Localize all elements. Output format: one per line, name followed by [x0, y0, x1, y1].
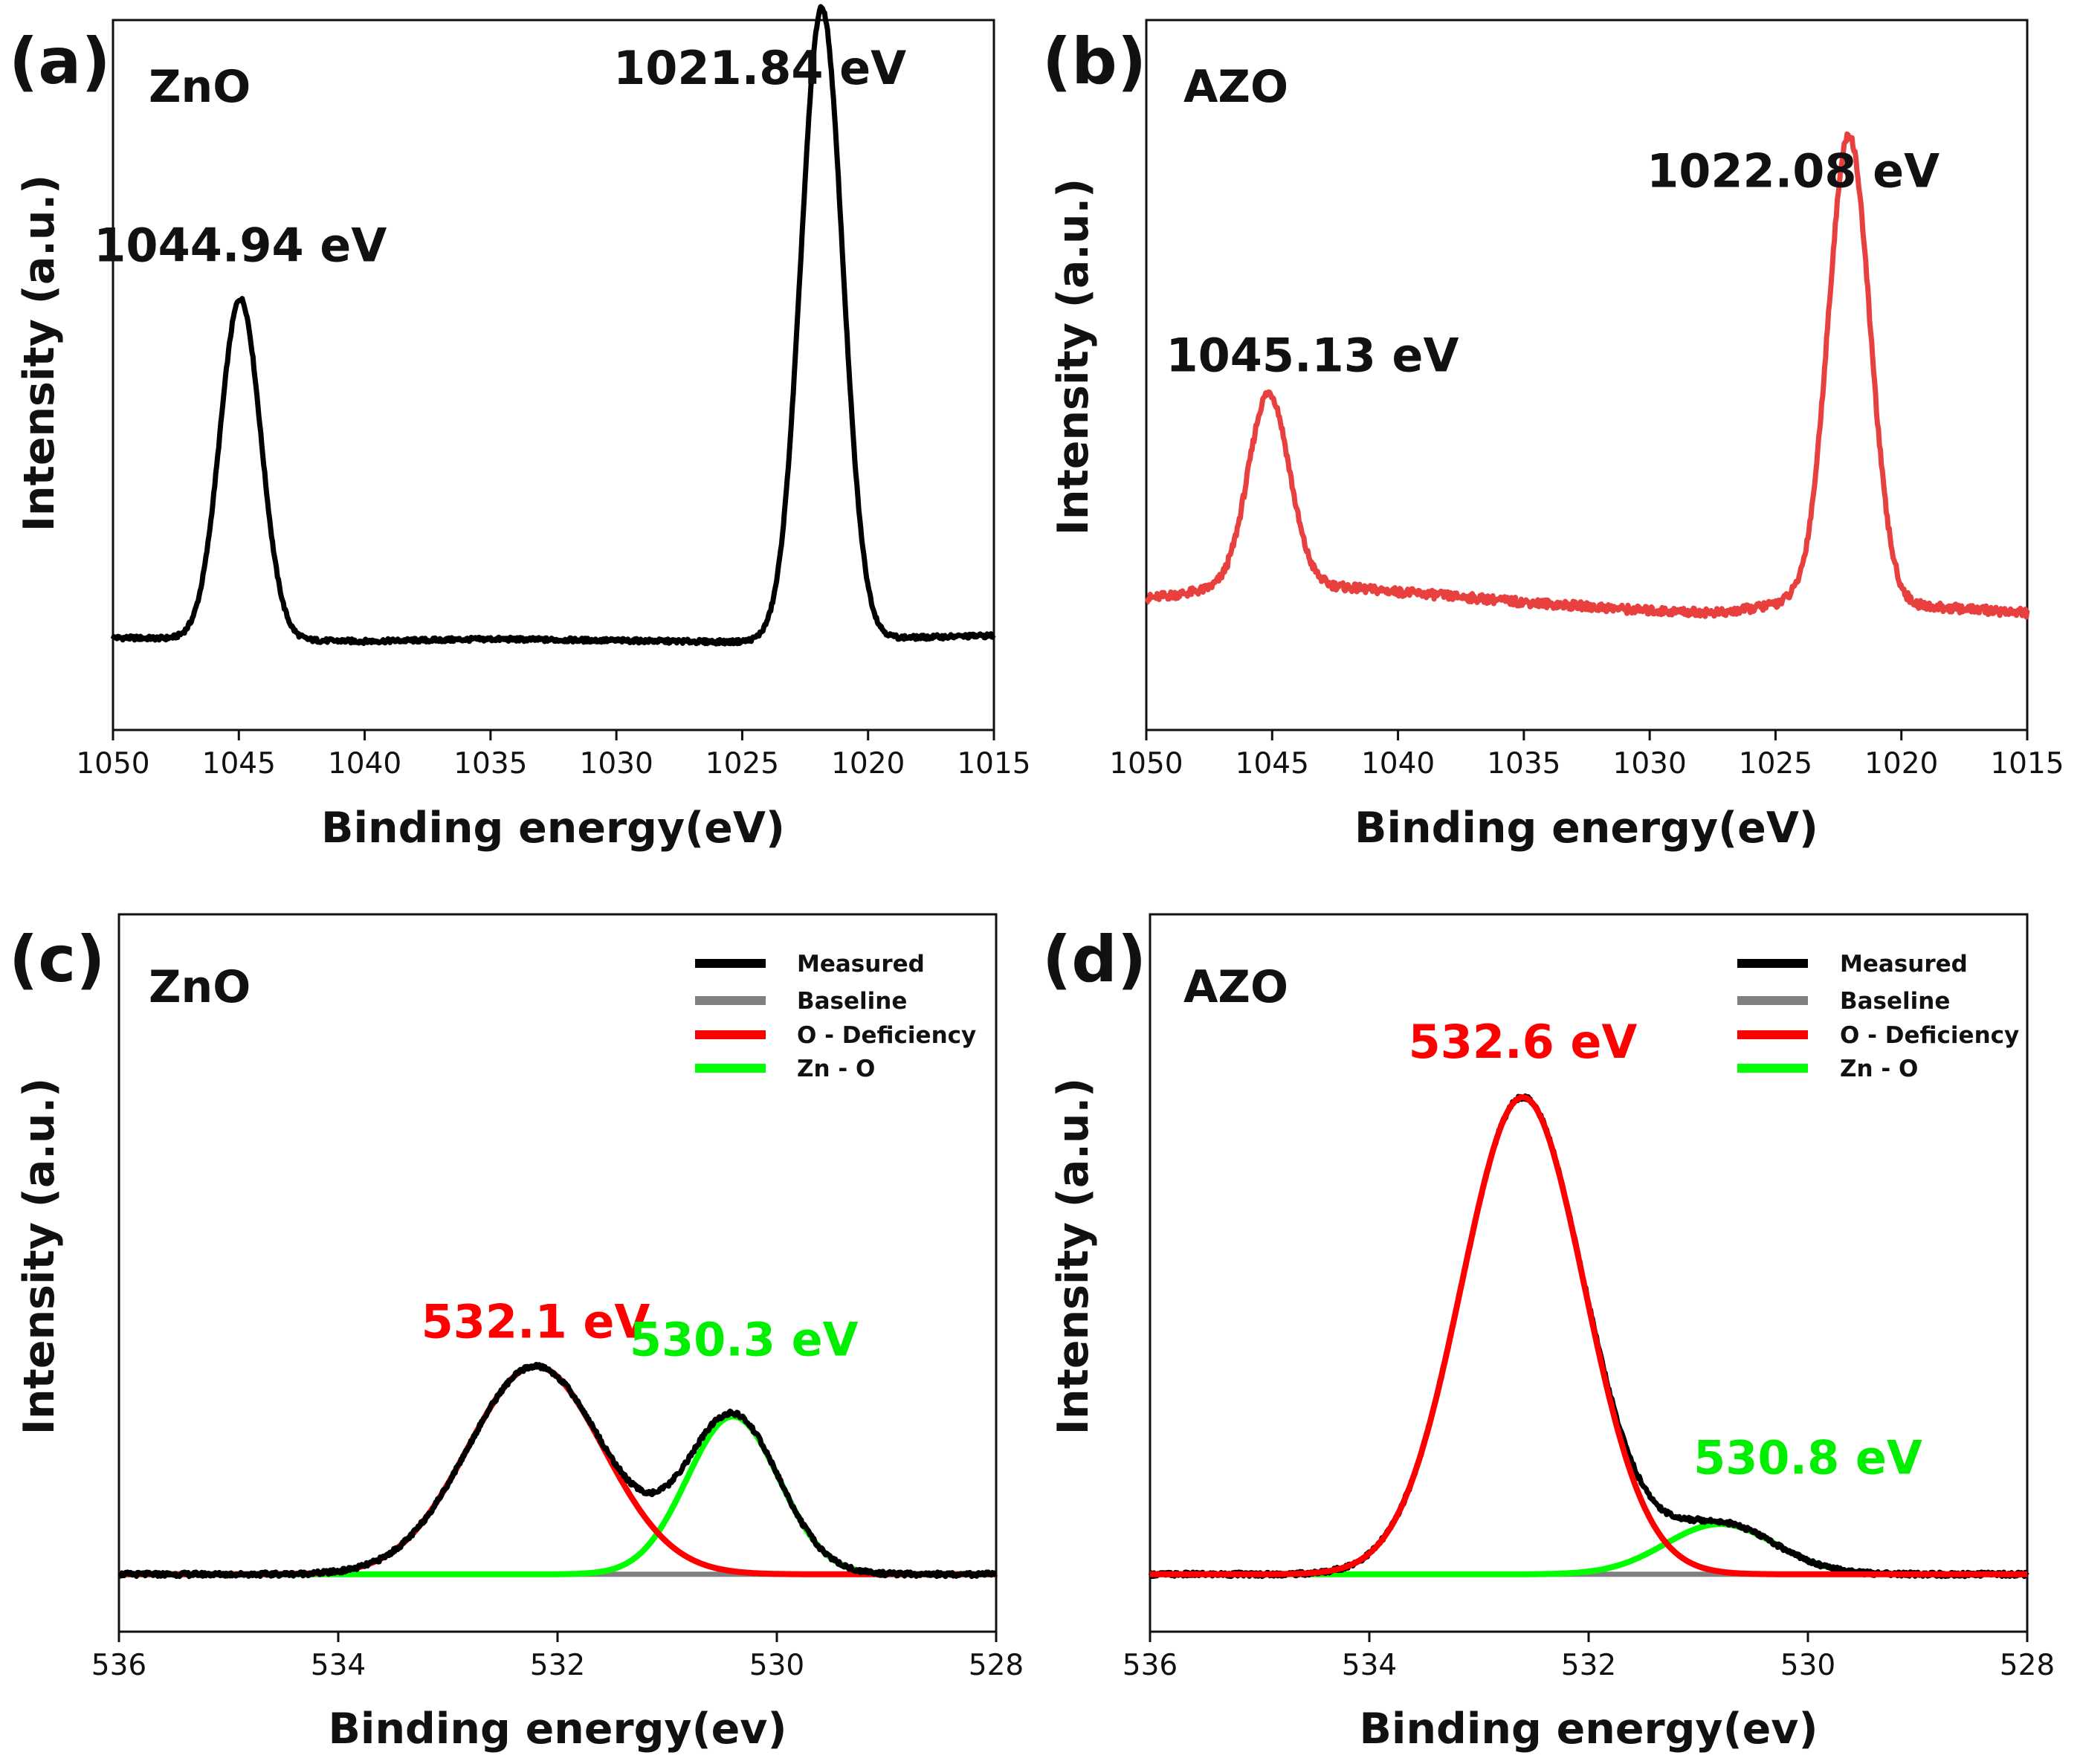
peak-annotation-2: 1021.84 eV — [613, 41, 906, 95]
x-axis-label: Binding energy(eV) — [321, 804, 785, 853]
zn-o-curve — [1148, 1521, 2029, 1577]
x-tick-label: 534 — [311, 1649, 366, 1682]
peak-annotation-1: 1045.13 eV — [1166, 329, 1459, 383]
x-tick-label: 1050 — [1109, 747, 1183, 781]
x-tick-label: 1030 — [1613, 747, 1687, 781]
measured-curve — [1144, 131, 2030, 620]
x-tick-label: 528 — [2000, 1649, 2055, 1682]
legend-label-baseline: Baseline — [797, 988, 907, 1015]
o-deficiency-curve — [117, 1363, 998, 1577]
x-tick-label: 1040 — [328, 747, 401, 781]
x-tick-label: 530 — [749, 1649, 804, 1682]
sample-label: AZO — [1183, 61, 1288, 113]
x-ticks: 1050 1045 1040 1035 1030 1025 1020 1015 — [76, 730, 1031, 781]
panel-d: (d) AZO Intensity (a.u.) Binding energy(… — [1042, 913, 2055, 1754]
x-ticks: 1050 1045 1040 1035 1030 1025 1020 1015 — [1109, 730, 2064, 781]
x-axis-label: Binding energy(eV) — [1354, 804, 1818, 853]
y-axis-label: Intensity (a.u.) — [15, 1078, 64, 1435]
peak-annotation-zn-o: 530.3 eV — [630, 1312, 859, 1366]
peak-annotation-o-deficiency: 532.1 eV — [422, 1294, 650, 1348]
x-tick-label: 534 — [1342, 1649, 1397, 1682]
panel-letter: (a) — [9, 25, 111, 99]
measured-curve — [110, 4, 996, 647]
sample-label: ZnO — [149, 61, 251, 113]
y-axis-label: Intensity (a.u.) — [1049, 1078, 1098, 1435]
x-tick-label: 1020 — [1864, 747, 1938, 781]
x-tick-label: 1020 — [831, 747, 905, 781]
sample-label: AZO — [1183, 961, 1288, 1013]
legend-label-zn-o: Zn - O — [797, 1056, 875, 1082]
panel-letter: (d) — [1042, 923, 1146, 997]
y-axis-label: Intensity (a.u.) — [15, 175, 64, 532]
x-tick-label: 1025 — [705, 747, 779, 781]
legend-label-zn-o: Zn - O — [1840, 1056, 1918, 1082]
x-tick-label: 1050 — [76, 747, 149, 781]
legend-label-measured: Measured — [1840, 951, 1968, 978]
legend: Measured Baseline O - Deficiency Zn - O — [695, 951, 976, 1082]
x-tick-label: 536 — [91, 1649, 146, 1682]
peak-annotation-o-deficiency: 532.6 eV — [1409, 1015, 1638, 1069]
x-tick-label: 1045 — [202, 747, 276, 781]
panel-c: (c) ZnO Intensity (a.u.) Binding energy(… — [9, 913, 1024, 1754]
zn-o-curve — [117, 1413, 998, 1577]
measured-curve — [1148, 1093, 2029, 1580]
legend-label-baseline: Baseline — [1840, 988, 1950, 1015]
x-tick-label: 532 — [530, 1649, 585, 1682]
x-ticks: 536 534 532 530 528 — [91, 1632, 1024, 1682]
x-tick-label: 1040 — [1361, 747, 1435, 781]
x-tick-label: 1035 — [453, 747, 527, 781]
x-tick-label: 1015 — [957, 747, 1030, 781]
x-tick-label: 1030 — [580, 747, 653, 781]
x-tick-label: 1035 — [1487, 747, 1560, 781]
x-tick-label: 536 — [1123, 1649, 1178, 1682]
sample-label: ZnO — [149, 961, 251, 1013]
peak-annotation-2: 1022.08 eV — [1647, 143, 1939, 198]
legend: Measured Baseline O - Deficiency Zn - O — [1737, 951, 2019, 1082]
o-deficiency-curve — [1148, 1094, 2029, 1577]
x-tick-label: 528 — [969, 1649, 1024, 1682]
panel-b: (b) AZO Intensity (a.u.) Binding energy(… — [1042, 19, 2064, 853]
legend-label-o-deficiency: O - Deficiency — [797, 1022, 976, 1049]
x-axis-label: Binding energy(ev) — [328, 1705, 787, 1754]
legend-label-measured: Measured — [797, 951, 925, 978]
y-axis-label: Intensity (a.u.) — [1049, 178, 1098, 535]
x-tick-label: 530 — [1780, 1649, 1835, 1682]
x-ticks: 536 534 532 530 528 — [1123, 1632, 2055, 1682]
x-tick-label: 1015 — [1990, 747, 2064, 781]
plot-frame — [1145, 19, 2029, 731]
legend-label-o-deficiency: O - Deficiency — [1840, 1022, 2019, 1049]
panel-a: (a) ZnO Intensity (a.u.) Binding energy(… — [9, 4, 1031, 853]
x-tick-label: 1045 — [1236, 747, 1309, 781]
measured-curve — [117, 1362, 998, 1580]
x-tick-label: 1025 — [1739, 747, 1812, 781]
panel-letter: (c) — [9, 923, 106, 997]
x-tick-label: 532 — [1561, 1649, 1616, 1682]
panel-letter: (b) — [1042, 25, 1146, 99]
x-axis-label: Binding energy(ev) — [1359, 1705, 1818, 1754]
peak-annotation-1: 1044.94 eV — [94, 219, 387, 273]
plot-frame — [112, 19, 995, 731]
peak-annotation-zn-o: 530.8 eV — [1693, 1431, 1922, 1485]
